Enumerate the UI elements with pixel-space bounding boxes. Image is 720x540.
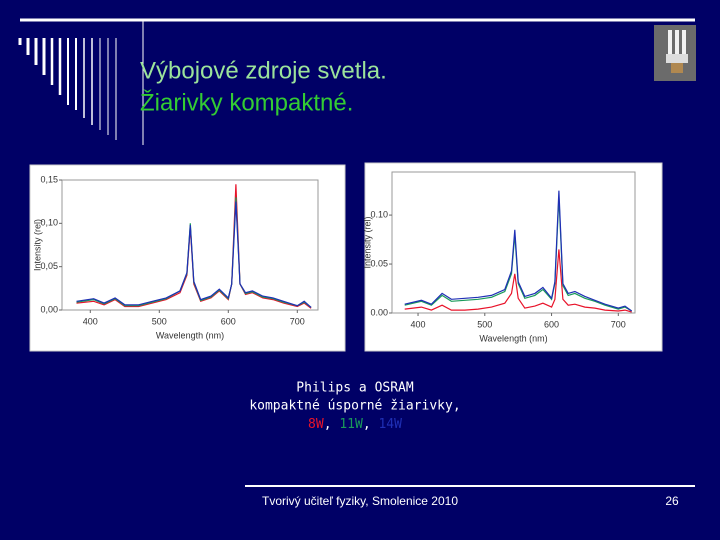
spectrum-line [76,184,312,309]
y-tick-label: 0,00 [40,304,58,314]
x-tick-label: 400 [83,316,98,326]
x-tick-label: 400 [411,319,426,329]
plot-area [61,179,319,311]
x-axis-label: Wavelength (nm) [479,333,547,343]
spectrum-line [404,190,633,312]
y-axis-label: Intensity (rel) [362,216,372,268]
spectrum-line [404,197,633,312]
title: Výbojové zdroje svetla. [140,57,387,84]
y-tick-label: 0,10 [40,218,58,228]
x-tick-label: 700 [290,316,305,326]
y-tick-label: 0.05 [370,258,388,268]
y-tick-label: 0.10 [370,209,388,219]
x-tick-label: 500 [152,316,167,326]
legend-entry: 14W [378,417,402,432]
spectrum-line [76,197,312,308]
legend-entry: 11W [339,417,363,432]
caption: Philips a OSRAM [296,381,414,396]
x-axis-label: Wavelength (nm) [156,330,224,340]
legend: 8W, 11W, 14W [308,417,402,432]
caption: kompaktné úsporné žiarivky, [249,399,460,414]
y-tick-label: 0.00 [370,307,388,317]
lamp-photo [654,25,696,81]
legend-separator: , [324,417,340,432]
legend-separator: , [363,417,379,432]
title: Žiarivky kompaktné. [140,89,353,116]
y-tick-label: 0,05 [40,261,58,271]
legend-entry: 8W [308,417,324,432]
y-axis-label: Intensity (rel) [32,219,42,271]
x-tick-label: 700 [611,319,626,329]
decoration [18,18,695,487]
x-tick-label: 600 [221,316,236,326]
x-tick-label: 600 [544,319,559,329]
spectrum-line [76,201,312,308]
footer: Tvorivý učiteľ fyziky, Smolenice 2010 [262,494,458,508]
x-tick-label: 500 [477,319,492,329]
spectrum-line [404,249,632,313]
y-tick-label: 0,15 [40,174,58,184]
page-number: 26 [665,494,679,508]
